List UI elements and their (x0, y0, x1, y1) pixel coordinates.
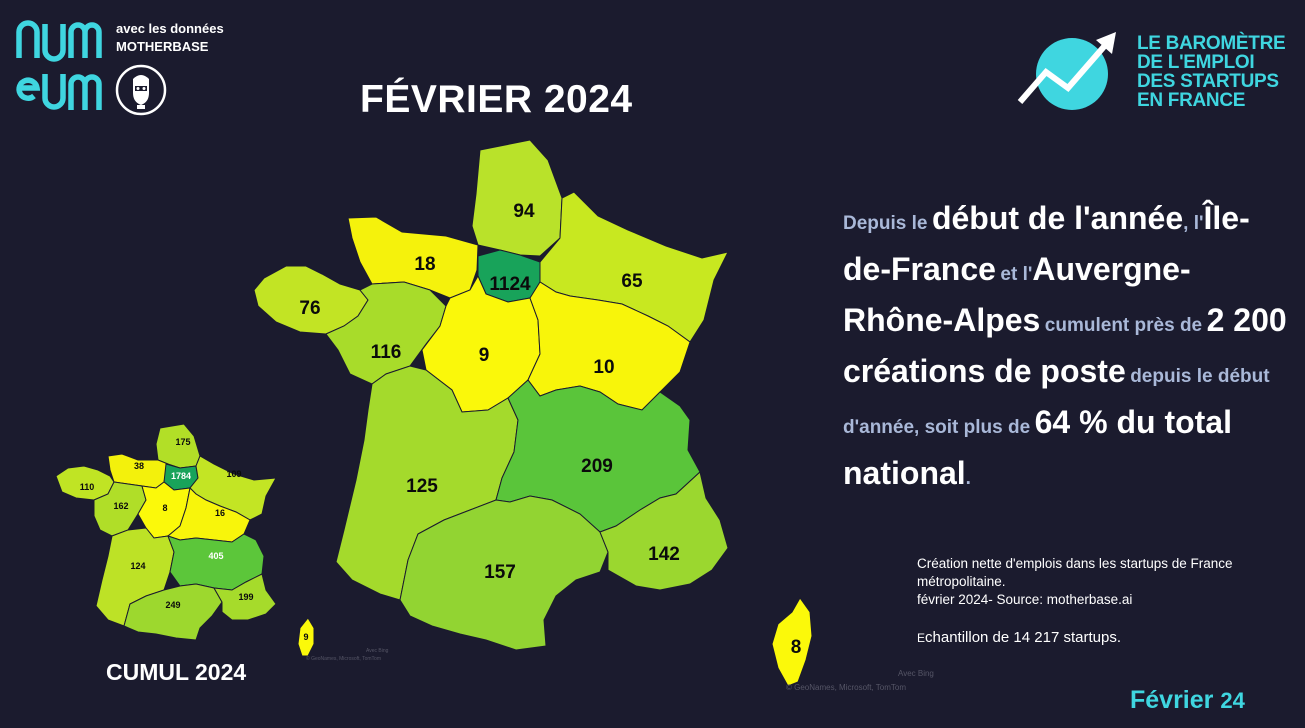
map-attribution: © GeoNames, Microsoft, TomTom (306, 655, 381, 662)
narrative-part: début de l'année (931, 200, 1184, 236)
value-auvergne-rhone-alpes: 405 (208, 551, 223, 561)
region-hauts-de-france (471, 139, 563, 257)
region-occitanie (399, 495, 609, 651)
narrative-part: Auvergne-Rhône-Alpes (843, 251, 1191, 338)
barometer-line: EN FRANCE (1137, 90, 1246, 111)
cumul-map-title: CUMUL 2024 (106, 659, 247, 685)
value-corse: 9 (303, 632, 308, 642)
narrative-part: Île-de-France (843, 200, 1250, 287)
value-pays-de-la-loire: 116 (371, 342, 402, 363)
cumul-map: 175 38 1784 109 110 162 8 16 124 405 249… (55, 423, 389, 662)
map-attribution: © GeoNames, Microsoft, TomTom (786, 683, 906, 692)
value-auvergne-rhone-alpes: 209 (581, 456, 613, 477)
barometer-title: LE BAROMÈTRE DE L'EMPLOI DES STARTUPS EN… (1137, 33, 1286, 111)
value-hauts-de-france: 175 (175, 437, 190, 447)
narrative-part: Depuis le (843, 213, 928, 234)
footer-month-name: Février (1130, 686, 1214, 714)
sample-first-letter: E (917, 631, 926, 645)
value-nouvelle-aquitaine: 124 (130, 561, 145, 571)
value-occitanie: 249 (165, 600, 180, 610)
sample-size: Echantillon de 14 217 startups. (917, 629, 1121, 646)
narrative-part: depuis le début d'année, soit plus de (843, 366, 1270, 438)
brand-text: avec les données MOTHERBASE (116, 20, 224, 56)
value-bretagne: 76 (299, 298, 320, 319)
barometer-line: DES STARTUPS (1137, 71, 1279, 92)
value-paca: 142 (648, 544, 680, 565)
value-ile-de-france: 1784 (171, 471, 191, 481)
value-paca: 199 (238, 592, 253, 602)
map-attribution: Avec Bing (366, 648, 389, 654)
value-centre-val-de-loire: 8 (162, 503, 167, 513)
narrative-part: et l' (1000, 264, 1033, 285)
region-corse (771, 597, 813, 687)
value-bourgogne-franche-comte: 16 (215, 508, 225, 518)
value-grand-est: 109 (226, 469, 241, 479)
value-bretagne: 110 (80, 482, 95, 492)
region-corse (297, 617, 315, 657)
region-paca (599, 471, 729, 591)
narrative-part: cumulent près de (1044, 315, 1203, 336)
narrative-part: 2 200 créations de poste (843, 302, 1287, 389)
robot-icon (114, 63, 168, 117)
narrative-part: 64 % du total national (843, 404, 1232, 491)
map-attribution: Avec Bing (898, 669, 934, 678)
value-ile-de-france: 1124 (489, 274, 531, 295)
value-occitanie: 157 (484, 562, 516, 583)
footer-month: Février 24 (1130, 686, 1245, 715)
narrative-part: , l' (1183, 213, 1204, 234)
value-normandie: 38 (134, 461, 144, 471)
narrative-part: . (965, 468, 971, 489)
numeum-logo (14, 14, 106, 118)
value-hauts-de-france: 94 (513, 201, 535, 222)
brand-line-1: avec les données (116, 21, 224, 36)
main-map: 94 18 1124 65 76 116 9 10 125 209 157 14… (253, 139, 934, 692)
value-pays-de-la-loire: 162 (113, 501, 128, 511)
value-corse: 8 (791, 637, 802, 658)
value-normandie: 18 (414, 254, 435, 275)
caption-line: Création nette d'emplois dans les startu… (917, 556, 1233, 589)
barometer-line: LE BAROMÈTRE (1137, 33, 1286, 54)
value-nouvelle-aquitaine: 125 (406, 476, 438, 497)
map-caption: Création nette d'emplois dans les startu… (917, 555, 1277, 609)
footer-year: 24 (1220, 688, 1245, 713)
brand-line-2: MOTHERBASE (116, 39, 209, 54)
narrative-text: Depuis le début de l'année, l'Île-de-Fra… (843, 196, 1293, 502)
value-centre-val-de-loire: 9 (479, 345, 490, 366)
value-bourgogne-franche-comte: 10 (593, 357, 614, 378)
sample-text: chantillon de 14 217 startups. (925, 629, 1121, 646)
page-title: FÉVRIER 2024 (360, 78, 633, 121)
region-paca (213, 573, 277, 621)
barometer-line: DE L'EMPLOI (1137, 52, 1255, 73)
trend-arrow-icon (1012, 28, 1132, 112)
caption-line: février 2024- Source: motherbase.ai (917, 592, 1133, 607)
value-grand-est: 65 (621, 271, 643, 292)
